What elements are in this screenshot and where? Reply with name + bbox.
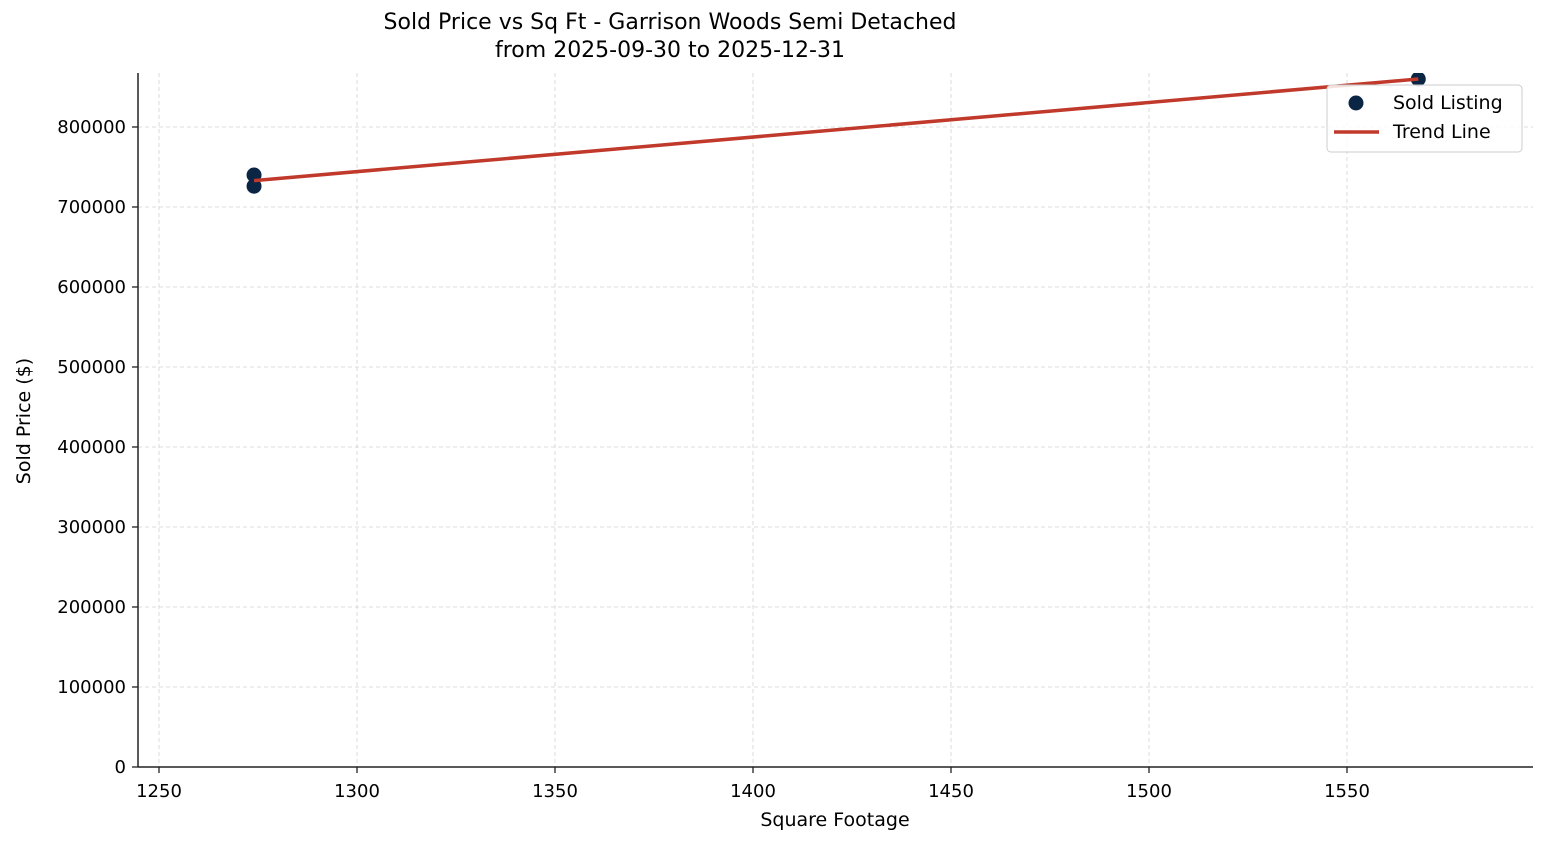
- legend: Sold Listing Trend Line: [1326, 84, 1523, 153]
- x-tick-label: 1250: [136, 781, 182, 802]
- y-tick-label: 0: [115, 757, 126, 778]
- plot-area: [246, 73, 1426, 194]
- y-tick-label: 500000: [57, 357, 126, 378]
- legend-marker-icon: [1348, 95, 1364, 111]
- y-tick-label: 600000: [57, 277, 126, 298]
- y-tick-label: 200000: [57, 597, 126, 618]
- axes: 1250 1300 1350 1400 1450 1500 1550 0 100000 20000…: [57, 73, 1533, 802]
- chart-title: Sold Price vs Sq Ft - Garrison Woods Sem…: [383, 10, 957, 35]
- x-tick-label: 1400: [730, 781, 776, 802]
- x-tick-label: 1450: [928, 781, 974, 802]
- legend-box: [1326, 84, 1523, 153]
- chart-subtitle: from 2025-09-30 to 2025-12-31: [495, 38, 845, 63]
- grid-lines: [138, 73, 1533, 767]
- y-tick-label: 800000: [57, 117, 126, 138]
- legend-label-trend-line: Trend Line: [1392, 121, 1491, 143]
- x-axis-label: Square Footage: [760, 809, 909, 831]
- x-tick-label: 1350: [532, 781, 578, 802]
- x-tick-label: 1300: [334, 781, 380, 802]
- y-tick-label: 300000: [57, 517, 126, 538]
- legend-label-sold-listing: Sold Listing: [1393, 92, 1503, 114]
- y-tick-label: 400000: [57, 437, 126, 458]
- x-tick-label: 1550: [1324, 781, 1370, 802]
- data-point: [246, 178, 262, 194]
- trend-line: [253, 77, 1419, 183]
- x-tick-label: 1500: [1126, 781, 1172, 802]
- y-tick-label: 100000: [57, 677, 126, 698]
- y-axis-label: Sold Price ($): [13, 358, 35, 484]
- y-tick-label: 700000: [57, 197, 126, 218]
